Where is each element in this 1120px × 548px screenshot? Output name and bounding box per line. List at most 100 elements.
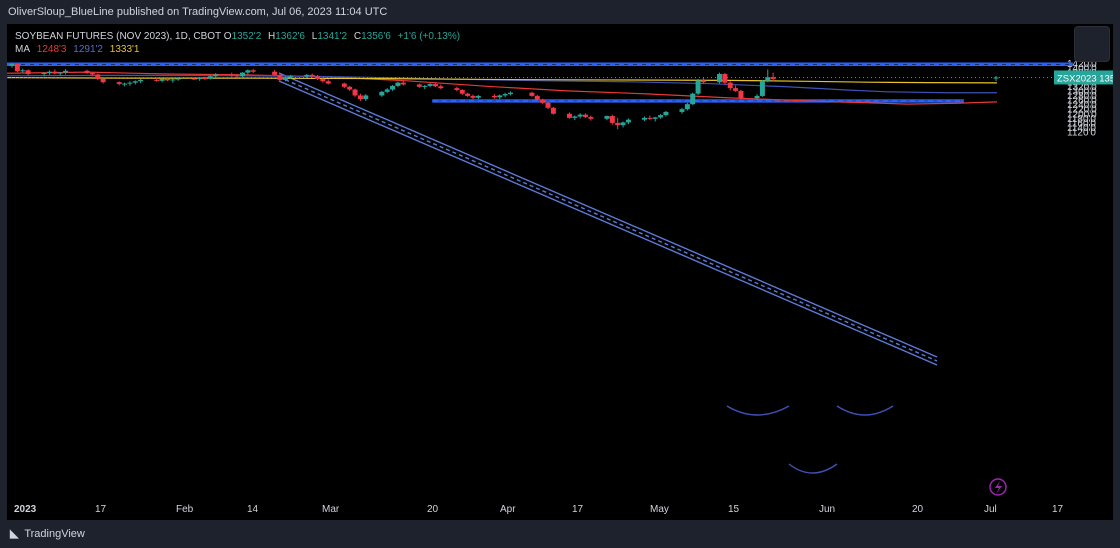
candle-body <box>454 88 460 90</box>
candle-body <box>20 70 26 72</box>
candle-body <box>325 81 331 84</box>
candle-body <box>572 116 578 118</box>
candle-body <box>625 119 631 123</box>
price-tick-label: 1240'0 <box>1067 100 1097 111</box>
candle-body <box>288 76 294 78</box>
candle-body <box>197 78 203 80</box>
candle-body <box>116 82 122 85</box>
candle-body <box>272 71 278 75</box>
candle-body <box>620 122 626 126</box>
candle-body <box>658 115 664 118</box>
chart-legend: SOYBEAN FUTURES (NOV 2023), 1D, CBOT O13… <box>15 30 460 56</box>
legend-open-label: O <box>223 31 232 42</box>
candle-body <box>341 83 347 87</box>
date-tick-label: 2023 <box>14 504 37 515</box>
candle-body <box>690 93 696 105</box>
candle-body <box>465 93 471 96</box>
candle-body <box>357 95 363 100</box>
left-shoulder-arc <box>726 405 790 416</box>
candle-body <box>347 86 353 90</box>
candle-body <box>14 63 20 72</box>
candle-body <box>282 77 288 80</box>
legend-high: 1362'6 <box>275 31 305 42</box>
candle-body <box>127 82 133 84</box>
candle-body <box>770 77 776 80</box>
candle-body <box>154 79 160 81</box>
candle-body <box>239 72 245 77</box>
candle-body <box>765 77 771 81</box>
candle-body <box>384 89 390 92</box>
candle-body <box>545 102 551 108</box>
candle-body <box>759 80 765 96</box>
candle-body <box>529 92 535 96</box>
date-tick-label: 20 <box>427 504 439 515</box>
candle-body <box>207 76 213 79</box>
candle-body <box>432 84 438 87</box>
legend-close-label: C <box>353 31 362 42</box>
price-tick-label: 1140'0 <box>1067 123 1096 134</box>
price-tick-label: 1320'0 <box>1067 82 1097 93</box>
date-tick-label: 17 <box>1052 504 1064 515</box>
candle-body <box>663 111 669 116</box>
candle-body <box>615 122 621 126</box>
candle-body <box>754 95 760 99</box>
candle-body <box>320 79 326 82</box>
legend-open: 1352'2 <box>231 31 262 42</box>
price-tick-label: 1280'0 <box>1067 91 1097 102</box>
price-tick-label: 1180'0 <box>1067 114 1096 125</box>
price-tick-label: 1200'0 <box>1067 109 1097 120</box>
candle-body <box>122 83 128 85</box>
candle-body <box>191 78 197 80</box>
legend-low: 1341'2 <box>317 31 348 42</box>
price-tick-label: 1260'0 <box>1067 96 1097 107</box>
candle-body <box>652 117 658 119</box>
candle-body <box>213 74 219 77</box>
ma1-line <box>7 71 998 105</box>
date-tick-label: 20 <box>912 504 924 515</box>
candle-body <box>695 80 701 94</box>
candle-body <box>722 73 728 83</box>
date-tick-label: Feb <box>176 504 194 515</box>
candle-body <box>684 104 690 110</box>
footer: ◣ TradingView <box>0 520 1120 548</box>
candle-body <box>540 99 546 103</box>
candle-body <box>470 95 476 98</box>
candle-body <box>229 74 235 76</box>
legend-symbol: SOYBEAN FUTURES (NOV 2023), 1D, CBOT <box>15 31 221 42</box>
candle-body <box>993 77 999 79</box>
candle-body <box>422 85 428 87</box>
legend-ma3: 1333'1 <box>109 44 140 55</box>
chart-settings-button[interactable] <box>1074 26 1110 62</box>
ma2-line <box>7 74 997 94</box>
candle-body <box>577 114 583 117</box>
candle-body <box>647 117 653 119</box>
price-chart[interactable]: 1420'01400'01380'01360'01340'01320'01300… <box>7 24 1113 520</box>
candle-body <box>164 79 170 81</box>
candle-body <box>390 85 396 90</box>
candle-body <box>304 74 310 77</box>
candle-body <box>63 70 69 73</box>
candle-body <box>400 82 406 85</box>
legend-ohlc-row: SOYBEAN FUTURES (NOV 2023), 1D, CBOT O13… <box>15 30 460 43</box>
price-tick-label: 1220'0 <box>1067 105 1097 116</box>
date-tick-label: 17 <box>95 504 107 515</box>
candle-body <box>507 92 513 95</box>
candle-body <box>277 74 283 80</box>
candle-body <box>604 116 610 119</box>
channel-upper <box>278 72 938 358</box>
legend-change: +1'6 (+0.13%) <box>397 31 461 42</box>
price-tick-label: 1160'0 <box>1067 118 1096 129</box>
tradingview-logo-icon: ◣ <box>10 528 19 541</box>
candle-body <box>583 114 589 117</box>
date-tick-label: 15 <box>728 504 740 515</box>
candle-body <box>438 86 444 89</box>
chart-area[interactable]: 1420'01400'01380'01360'01340'01320'01300… <box>7 24 1113 520</box>
candle-body <box>363 95 369 100</box>
date-tick-label: Apr <box>500 504 516 515</box>
candle-body <box>250 70 256 72</box>
candle-body <box>609 116 615 123</box>
candle-body <box>245 70 251 73</box>
legend-low-label: L <box>311 31 318 42</box>
date-tick-label: Jun <box>819 504 835 515</box>
date-tick-label: Jul <box>984 504 997 515</box>
